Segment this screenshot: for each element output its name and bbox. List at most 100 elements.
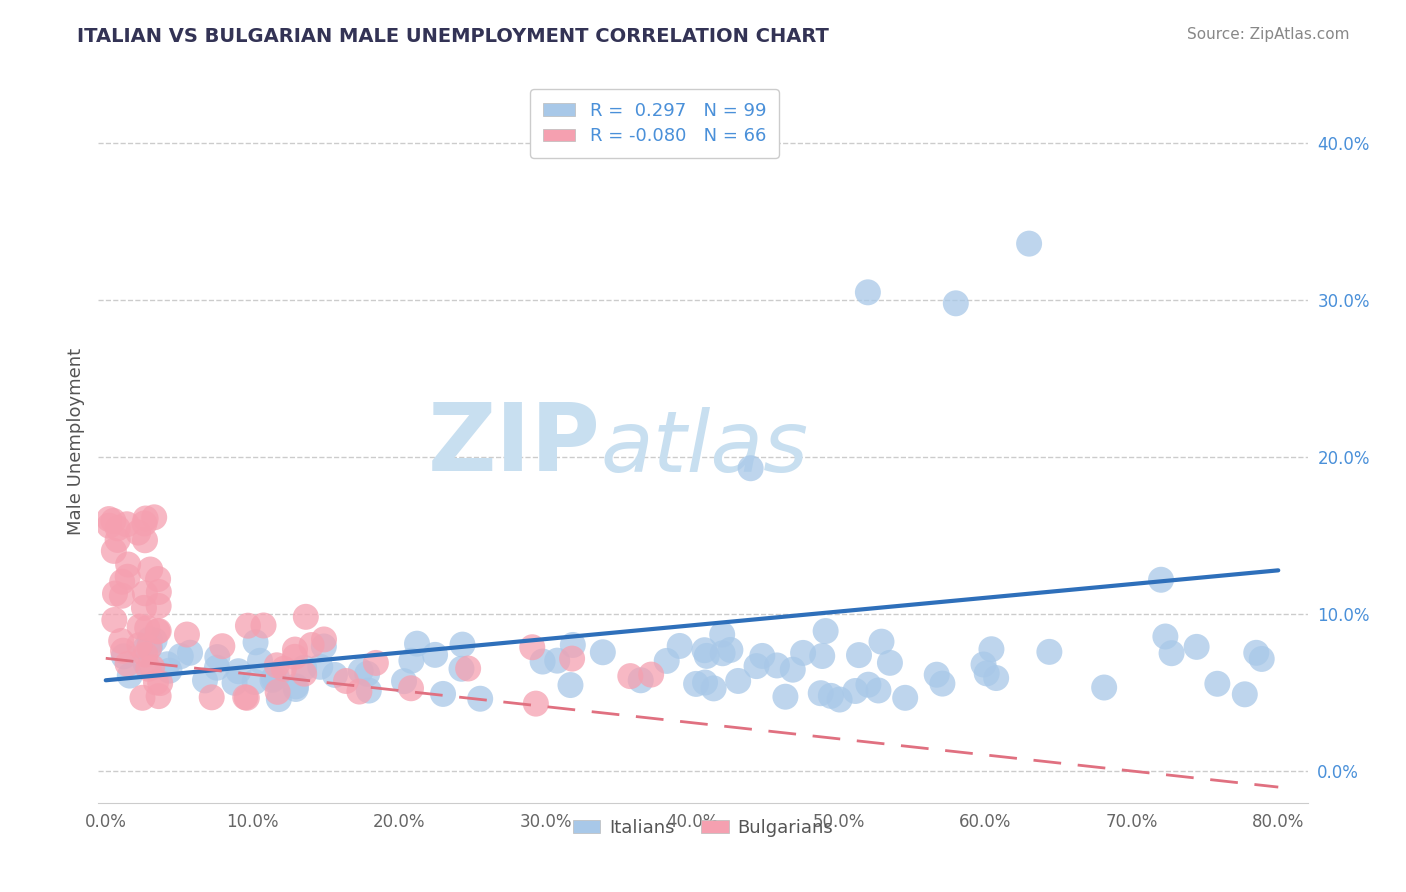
Point: [546, 654, 568, 668]
Point: [814, 624, 837, 638]
Point: [103, 514, 125, 528]
Point: [143, 510, 166, 524]
Point: [858, 678, 880, 692]
Point: [136, 621, 159, 635]
Point: [1092, 681, 1115, 695]
Point: [107, 521, 129, 535]
Point: [110, 634, 132, 648]
Point: [655, 654, 678, 668]
Point: [844, 684, 866, 698]
Point: [870, 634, 893, 648]
Point: [176, 627, 198, 641]
Point: [399, 681, 422, 696]
Point: [103, 544, 125, 558]
Point: [148, 599, 170, 613]
Point: [292, 661, 315, 675]
Point: [745, 659, 768, 673]
Point: [470, 691, 492, 706]
Point: [561, 651, 583, 665]
Point: [457, 661, 479, 675]
Point: [811, 648, 834, 663]
Point: [148, 624, 170, 638]
Point: [148, 585, 170, 599]
Point: [284, 681, 307, 696]
Point: [128, 638, 150, 652]
Point: [146, 624, 169, 639]
Point: [792, 646, 814, 660]
Point: [406, 637, 429, 651]
Point: [103, 613, 125, 627]
Point: [127, 525, 149, 540]
Point: [561, 638, 583, 652]
Point: [1160, 646, 1182, 660]
Point: [432, 687, 454, 701]
Point: [117, 558, 139, 572]
Point: [309, 660, 332, 674]
Point: [711, 646, 734, 660]
Point: [856, 285, 879, 300]
Point: [224, 675, 246, 690]
Point: [117, 570, 139, 584]
Point: [243, 674, 266, 689]
Point: [104, 586, 127, 600]
Point: [135, 657, 157, 671]
Point: [1244, 646, 1267, 660]
Point: [194, 673, 217, 688]
Point: [117, 657, 139, 671]
Point: [149, 676, 172, 690]
Point: [1250, 652, 1272, 666]
Point: [266, 670, 288, 684]
Point: [592, 645, 614, 659]
Point: [263, 672, 285, 686]
Legend: Italians, Bulgarians: Italians, Bulgarians: [565, 812, 841, 845]
Point: [1038, 645, 1060, 659]
Point: [1018, 236, 1040, 251]
Point: [782, 663, 804, 677]
Point: [284, 649, 307, 664]
Point: [284, 642, 307, 657]
Point: [143, 633, 166, 648]
Point: [145, 675, 167, 690]
Point: [138, 662, 160, 676]
Point: [1233, 687, 1256, 701]
Point: [740, 461, 762, 475]
Point: [848, 648, 870, 662]
Point: [146, 572, 169, 586]
Point: [111, 574, 134, 589]
Point: [128, 619, 150, 633]
Point: [266, 685, 288, 699]
Point: [630, 673, 652, 688]
Point: [118, 668, 141, 682]
Point: [285, 679, 308, 693]
Point: [766, 658, 789, 673]
Point: [356, 666, 378, 681]
Point: [301, 638, 323, 652]
Point: [727, 673, 749, 688]
Point: [820, 689, 842, 703]
Point: [148, 689, 170, 703]
Point: [711, 627, 734, 641]
Point: [976, 666, 998, 681]
Point: [1206, 677, 1229, 691]
Point: [252, 618, 274, 632]
Text: ZIP: ZIP: [427, 399, 600, 491]
Point: [138, 640, 160, 655]
Point: [364, 656, 387, 670]
Point: [135, 640, 157, 655]
Point: [266, 658, 288, 673]
Point: [134, 586, 156, 600]
Text: Source: ZipAtlas.com: Source: ZipAtlas.com: [1187, 27, 1350, 42]
Point: [262, 673, 284, 687]
Text: ITALIAN VS BULGARIAN MALE UNEMPLOYMENT CORRELATION CHART: ITALIAN VS BULGARIAN MALE UNEMPLOYMENT C…: [77, 27, 830, 45]
Point: [233, 690, 256, 705]
Point: [139, 640, 162, 654]
Point: [139, 562, 162, 576]
Point: [350, 664, 373, 678]
Point: [134, 516, 156, 531]
Point: [451, 638, 474, 652]
Point: [357, 683, 380, 698]
Point: [986, 671, 1008, 685]
Point: [201, 690, 224, 705]
Point: [312, 640, 335, 654]
Point: [450, 662, 472, 676]
